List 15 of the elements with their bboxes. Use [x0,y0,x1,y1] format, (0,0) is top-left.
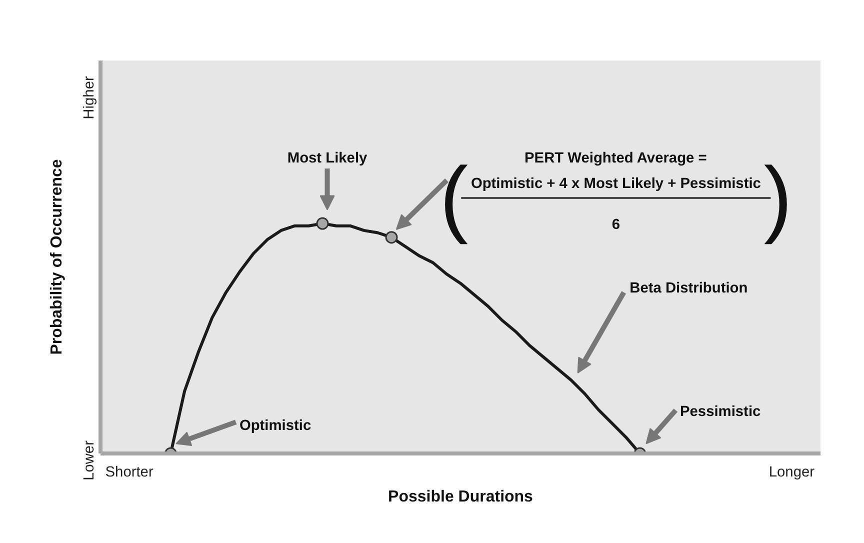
annotation: Pessimistic [680,404,761,420]
y-axis-title: Probability of Occurrence [48,159,66,355]
text: Lower [82,440,98,480]
annotation: ) [764,150,792,246]
annotation: ( [440,150,468,246]
annotation: Beta Distribution [630,280,748,296]
x-tick-label: Shorter [105,464,154,480]
text: Most Likely [287,150,368,167]
annotation: Optimistic [239,418,312,434]
text: Optimistic + 4 x Most Likely + Pessimistic [470,176,761,192]
text: PERT Weighted Average = [524,150,707,167]
annotation: 6 [612,217,620,234]
x-axis-title: Possible Durations [388,488,534,506]
text: Higher [82,76,98,120]
x-tick-label: Longer [768,464,815,480]
